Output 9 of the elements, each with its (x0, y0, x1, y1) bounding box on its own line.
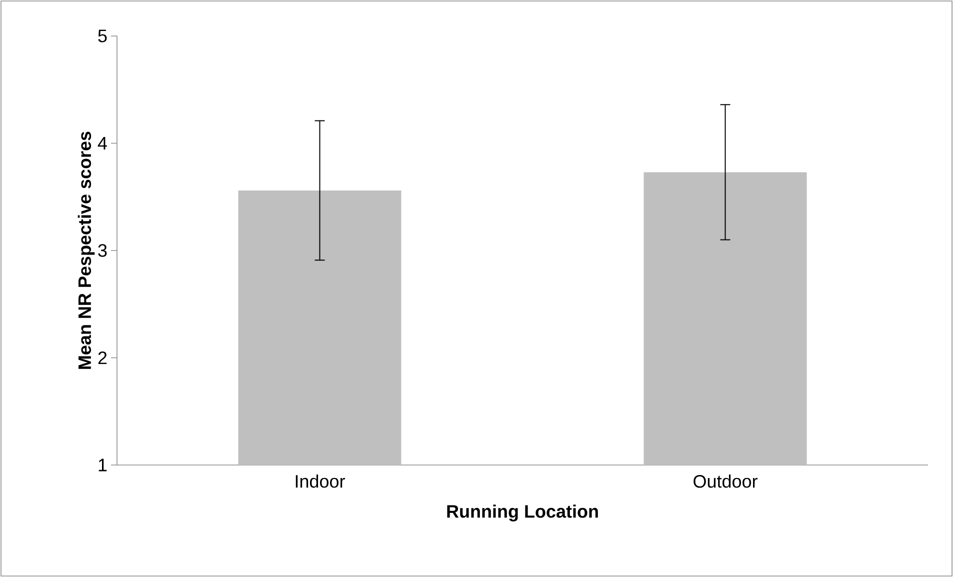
y-tick-label: 1 (98, 458, 107, 472)
y-tick-label: 2 (98, 351, 107, 364)
y-tick-label: 3 (98, 244, 107, 257)
y-tick-label: 5 (98, 30, 107, 42)
x-axis-title: Running Location (447, 504, 598, 522)
y-tick-label: 4 (98, 137, 107, 150)
x-tick-label: Indoor (296, 474, 345, 488)
x-tick-label: Outdoor (694, 474, 758, 488)
y-axis-title: Mean NR Pespective scores (78, 132, 95, 369)
